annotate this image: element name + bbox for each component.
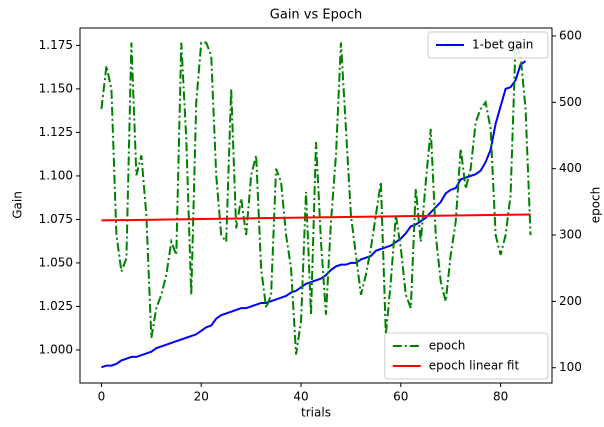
x-tick-label: 40 [293, 390, 308, 404]
x-axis-label: trials [301, 406, 331, 420]
chart-title: Gain vs Epoch [270, 8, 362, 23]
y-tick-label: 1.150 [39, 81, 73, 95]
y2-tick-label: 400 [559, 161, 582, 175]
x-tick-label: 80 [493, 390, 508, 404]
series-line [101, 213, 531, 222]
x-tick-label: 20 [194, 390, 209, 404]
y-axis-label: Gain [11, 191, 25, 219]
y-tick-label: 1.075 [39, 212, 73, 226]
series-line [101, 60, 527, 369]
y-tick-label: 1.175 [39, 38, 73, 52]
y2-tick-label: 300 [559, 228, 582, 242]
y-tick-label: 1.100 [39, 168, 73, 182]
y-tick-label: 1.050 [39, 255, 73, 269]
y2-tick-label: 200 [559, 294, 582, 308]
x-tick-label: 60 [393, 390, 408, 404]
y2-tick-label: 600 [559, 28, 582, 42]
legend-label: 1-bet gain [472, 38, 533, 52]
y2-tick-label: 500 [559, 95, 582, 109]
legend-box [384, 332, 549, 380]
series-line [100, 41, 532, 355]
x-tick-label: 0 [98, 390, 106, 404]
y2-tick-label: 100 [559, 360, 582, 374]
y2-axis-label: epoch [589, 187, 603, 224]
y-tick-label: 1.000 [39, 342, 73, 356]
legend-label: epoch [429, 339, 466, 353]
plot-frame [79, 27, 553, 384]
y-tick-label: 1.025 [39, 299, 73, 313]
legend-label: epoch linear fit [429, 359, 520, 373]
y-tick-label: 1.125 [39, 125, 73, 139]
legend-box [427, 31, 549, 59]
